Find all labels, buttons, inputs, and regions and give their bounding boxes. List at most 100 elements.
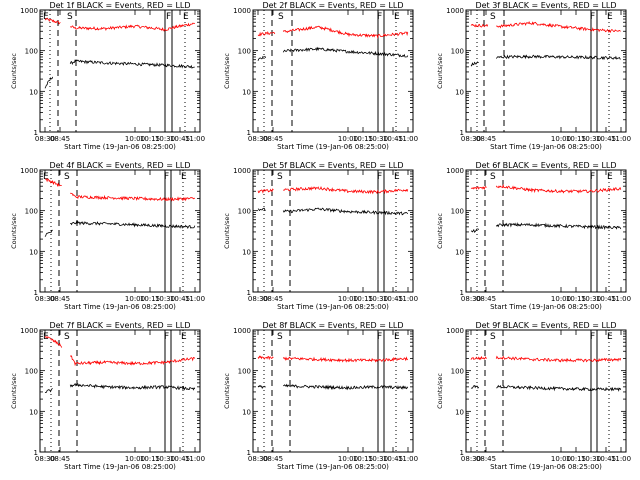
y-tick-label: 10: [29, 248, 38, 256]
x-tick-label: 11:00: [185, 135, 205, 143]
x-tick-label: 10:00: [338, 455, 358, 463]
event-label-E: E: [394, 172, 400, 182]
y-tick-label: 1: [34, 289, 38, 297]
x-axis-label: Start Time (19-Jan-06 08:25:00): [64, 303, 176, 311]
event-label-E: E: [43, 172, 49, 182]
y-tick-label: 100: [451, 208, 464, 216]
x-tick-label: 11:00: [185, 295, 205, 303]
lld-series-line: [470, 183, 622, 194]
y-tick-label: 100: [238, 368, 251, 376]
events-series-line: [470, 222, 622, 233]
event-label-S: S: [490, 172, 496, 182]
plot-frame: [39, 329, 201, 453]
y-tick-label: 1: [34, 129, 38, 137]
y-tick-label: 1000: [446, 327, 464, 335]
y-axis-label: Counts/sec: [436, 53, 444, 89]
y-tick-label: 10: [242, 248, 251, 256]
event-label-F: F: [164, 172, 169, 182]
lld-series-line: [257, 355, 409, 363]
y-tick-label: 100: [238, 48, 251, 56]
detector-panel-4: Det 4f BLACK = Events, RED = LLD 1 10 100 10…: [10, 161, 205, 311]
x-tick-label: 10:15: [140, 455, 160, 463]
x-axis-label: Start Time (19-Jan-06 08:25:00): [490, 143, 602, 151]
y-tick-label: 1: [247, 449, 251, 457]
event-label-S: S: [64, 332, 70, 342]
event-label-F: F: [590, 12, 595, 22]
panel-title: Det 9f BLACK = Events, RED = LLD: [475, 321, 616, 330]
x-axis-label: Start Time (19-Jan-06 08:25:00): [277, 143, 389, 151]
event-label-E: E: [183, 12, 189, 22]
y-axis-label: Counts/sec: [10, 213, 18, 249]
x-axis-label: Start Time (19-Jan-06 08:25:00): [64, 463, 176, 471]
plot-frame: [39, 9, 201, 133]
lld-series-line: [470, 355, 622, 363]
x-tick-label: 08:30: [35, 135, 55, 143]
plot-frame: [465, 9, 627, 133]
event-label-E: E: [607, 172, 613, 182]
y-axis-label: Counts/sec: [10, 373, 18, 409]
x-tick-label: 10:15: [566, 295, 586, 303]
x-tick-label: 10:30: [368, 295, 388, 303]
events-series-line: [257, 383, 409, 391]
y-tick-label: 10: [242, 88, 251, 96]
x-tick-label: 08:45: [476, 455, 496, 463]
panel-title: Det 5f BLACK = Events, RED = LLD: [262, 161, 403, 170]
lld-series-line: [470, 21, 621, 34]
y-tick-label: 1: [460, 289, 464, 297]
plot-frame: [465, 169, 627, 293]
lld-series-line: [257, 25, 409, 39]
x-tick-label: 11:00: [398, 135, 418, 143]
x-tick-label: 08:30: [461, 455, 481, 463]
detector-panel-9: Det 9f BLACK = Events, RED = LLD 1 10 100 10…: [436, 321, 631, 471]
x-tick-label: 08:45: [50, 455, 70, 463]
x-tick-label: 08:30: [248, 455, 268, 463]
y-tick-label: 10: [455, 408, 464, 416]
lld-series-line: [257, 185, 409, 195]
event-label-S: S: [67, 12, 73, 22]
y-tick-label: 1000: [20, 327, 38, 335]
y-tick-label: 1: [247, 129, 251, 137]
x-tick-label: 10:45: [170, 135, 190, 143]
detector-panel-6: Det 6f BLACK = Events, RED = LLD 1 10 100 10…: [436, 161, 631, 311]
panel-title: Det 4f BLACK = Events, RED = LLD: [49, 161, 190, 170]
x-tick-label: 10:15: [566, 455, 586, 463]
event-label-S: S: [64, 172, 70, 182]
y-tick-label: 100: [238, 208, 251, 216]
y-tick-label: 100: [25, 208, 38, 216]
x-tick-label: 10:30: [581, 295, 601, 303]
event-label-F: F: [590, 332, 595, 342]
x-tick-label: 10:00: [125, 455, 145, 463]
detector-panel-2: Det 2f BLACK = Events, RED = LLD 1 10 100 10…: [223, 1, 418, 151]
x-tick-label: 08:30: [461, 295, 481, 303]
y-tick-label: 1: [460, 449, 464, 457]
x-tick-label: 08:30: [461, 135, 481, 143]
x-tick-label: 08:30: [248, 295, 268, 303]
event-label-E: E: [181, 332, 187, 342]
event-label-E: E: [43, 12, 49, 22]
event-label-F: F: [377, 12, 382, 22]
lld-series-line: [44, 17, 196, 32]
lld-series-line: [44, 178, 196, 202]
y-axis-label: Counts/sec: [10, 53, 18, 89]
event-label-E: E: [394, 12, 400, 22]
panel-title: Det 7f BLACK = Events, RED = LLD: [49, 321, 190, 330]
y-tick-label: 10: [29, 408, 38, 416]
panel-title: Det 8f BLACK = Events, RED = LLD: [262, 321, 403, 330]
y-tick-label: 1: [460, 129, 464, 137]
event-label-F: F: [590, 172, 595, 182]
x-tick-label: 08:45: [263, 135, 283, 143]
y-tick-label: 1000: [233, 167, 251, 175]
x-tick-label: 08:45: [50, 295, 70, 303]
x-tick-label: 11:00: [611, 295, 631, 303]
y-tick-label: 100: [451, 368, 464, 376]
event-label-F: F: [377, 172, 382, 182]
x-tick-label: 10:45: [383, 135, 403, 143]
x-tick-label: 10:30: [368, 455, 388, 463]
y-tick-label: 1000: [20, 7, 38, 15]
events-series-line: [44, 382, 196, 394]
detector-panel-1: Det 1f BLACK = Events, RED = LLD 1 10 100 10…: [10, 1, 205, 151]
x-tick-label: 10:45: [596, 455, 616, 463]
x-tick-label: 10:15: [140, 295, 160, 303]
y-axis-label: Counts/sec: [223, 373, 231, 409]
y-axis-label: Counts/sec: [436, 373, 444, 409]
